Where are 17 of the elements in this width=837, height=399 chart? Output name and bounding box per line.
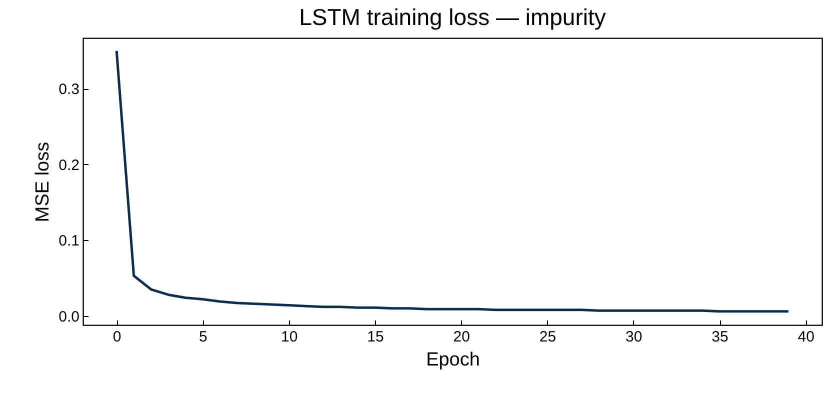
x-tick-label: 30 xyxy=(626,328,642,346)
y-tick-label: 0.1 xyxy=(58,232,80,250)
x-tick-label: 5 xyxy=(199,328,208,346)
y-tick-label: 0.0 xyxy=(58,308,80,326)
chart-title: LSTM training loss — impurity xyxy=(299,4,606,30)
y-tick-label: 0.2 xyxy=(58,156,80,174)
x-tick-label: 40 xyxy=(798,328,814,346)
y-tick-label: 0.3 xyxy=(58,81,80,98)
y-axis-title: MSE loss xyxy=(32,142,54,222)
x-tick-label: 15 xyxy=(367,328,384,346)
x-tick-label: 25 xyxy=(539,328,556,346)
x-tick-label: 20 xyxy=(453,328,470,346)
x-axis-title: Epoch xyxy=(426,350,480,370)
x-tick-label: 0 xyxy=(112,328,122,346)
x-tick-label: 35 xyxy=(712,328,728,346)
x-tick-label: 10 xyxy=(281,328,298,346)
line-series xyxy=(115,50,790,313)
